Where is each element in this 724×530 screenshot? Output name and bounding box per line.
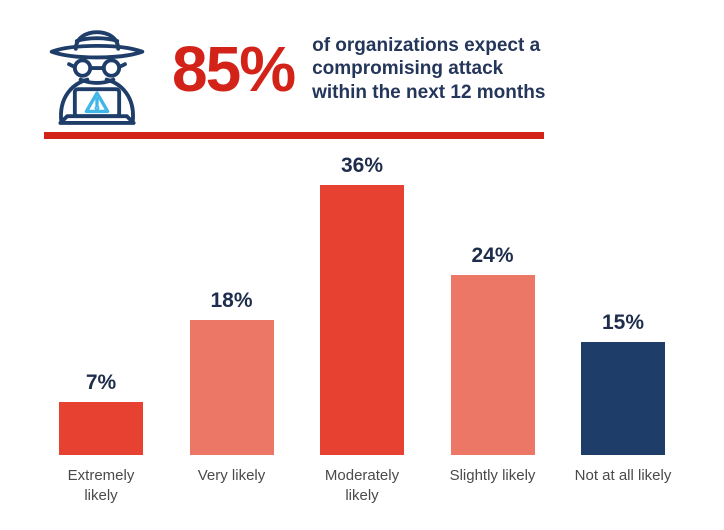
- bar-category-label: Slightly likely: [449, 467, 536, 484]
- bar-value-label: 15%: [601, 311, 645, 334]
- bar-area: 7%: [59, 149, 143, 455]
- bar-chart: 7% Extremely likely 18% Very likely 36% Moder…: [0, 149, 724, 507]
- mask: [78, 77, 116, 85]
- bar-column: 18% Very likely: [171, 149, 293, 507]
- bar-value-label: 7%: [85, 371, 117, 394]
- bar-column: 36% Moderately likely: [301, 149, 423, 507]
- bar-area: 24%: [450, 149, 535, 455]
- bar-area: 18%: [189, 149, 274, 455]
- hacker-icon: [44, 11, 150, 127]
- bar-column: 15% Not at all likely: [562, 149, 684, 507]
- header: 85% of organizations expect a compromisi…: [0, 0, 724, 130]
- bar-column: 24% Slightly likely: [432, 149, 554, 507]
- divider-line: [44, 132, 544, 139]
- bar: [320, 185, 404, 455]
- warning-triangle-icon: [84, 91, 110, 114]
- bar-area: 15%: [581, 149, 665, 455]
- bar: [189, 320, 274, 455]
- hacker-laptop-icon: [49, 30, 145, 125]
- bar-value-label: 36%: [340, 154, 384, 177]
- bar-area: 36%: [320, 149, 404, 455]
- bar: [59, 402, 143, 455]
- bar: [581, 342, 665, 455]
- bar-category-label: Not at all likely: [574, 467, 672, 484]
- fedora-hat-icon: [49, 30, 145, 60]
- bar-category-label: Very likely: [197, 467, 266, 484]
- stat-description: of organizations expect a compromising a…: [312, 34, 546, 103]
- bar-column: 7% Extremely likely: [40, 149, 162, 507]
- bar-value-label: 18%: [210, 289, 253, 312]
- bar: [450, 275, 535, 455]
- bar-value-label: 24%: [471, 244, 514, 267]
- bar-category-label: Extremely likely: [67, 467, 135, 505]
- glasses-icon: [67, 58, 127, 78]
- bar-category-label: Moderately likely: [324, 467, 400, 505]
- stat-value: 85%: [172, 33, 296, 105]
